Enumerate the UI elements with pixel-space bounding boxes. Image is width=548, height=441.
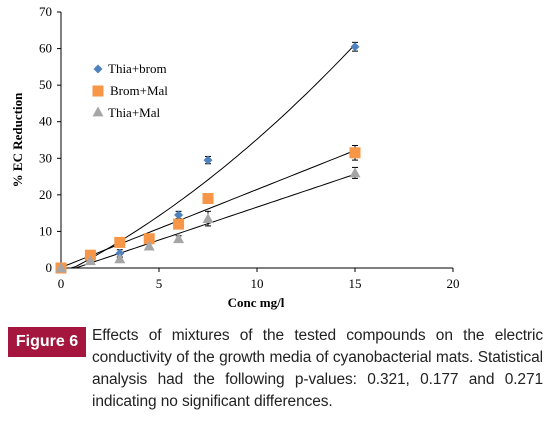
x-tick-label: 20 [447,276,460,291]
legend-label: Thia+Mal [108,105,160,120]
trendline-Brom+Mal [60,150,356,268]
point-Thia+Mal [143,240,155,251]
chart: 0 10 20 30 40 50 60 70 0 5 10 15 20 Conc mg/l % EC R… [10,4,460,310]
y-tick-label: 20 [39,187,52,202]
axes [57,11,454,272]
point-Brom+Mal [143,233,155,245]
x-tick-label: 15 [349,276,362,291]
point-Brom+Mal [349,147,361,159]
legend-marker-Brom+Mal [92,85,104,97]
point-Brom+Mal [114,236,126,248]
y-tick-label: 60 [39,41,52,56]
point-Thia+brom [203,155,213,165]
x-axis-label: Conc mg/l [228,295,285,310]
point-Thia+Mal [114,253,126,264]
point-Thia+Mal [173,233,185,244]
x-tick-label: 10 [251,276,264,291]
y-tick-label: 50 [39,77,52,92]
y-axis-label: % EC Reduction [10,92,25,187]
x-tick-label: 0 [58,276,65,291]
y-tick-label: 30 [39,150,52,165]
point-Thia+brom [174,210,184,220]
trendline-Thia+brom [61,44,356,269]
y-tick-label: 70 [39,4,52,19]
point-Thia+Mal [349,167,361,178]
legend-label: Thia+brom [108,61,167,76]
point-Thia+Mal [202,213,214,224]
legend-label: Brom+Mal [110,83,168,98]
y-tick-label: 0 [46,260,53,275]
legend-marker-Thia+brom [93,64,103,74]
point-Thia+brom [350,42,360,52]
figure-badge: Figure 6 [8,327,86,357]
point-Brom+Mal [173,218,185,230]
caption-text: Effects of mixtures of the tested compou… [92,327,543,410]
legend: Thia+brom Brom+Mal Thia+Mal [92,61,168,120]
legend-marker-Thia+Mal [92,106,104,117]
y-tick-label: 10 [39,223,52,238]
tick-labels: 0 10 20 30 40 50 60 70 0 5 10 15 20 [39,4,460,291]
point-Thia+Mal [55,262,67,273]
figure-caption: Figure 6 Effects of mixtures of the test… [8,325,543,437]
point-Thia+Mal [84,255,96,266]
y-tick-label: 40 [39,114,52,129]
data-points [55,42,361,274]
point-Brom+Mal [202,193,214,205]
x-tick-label: 5 [156,276,163,291]
